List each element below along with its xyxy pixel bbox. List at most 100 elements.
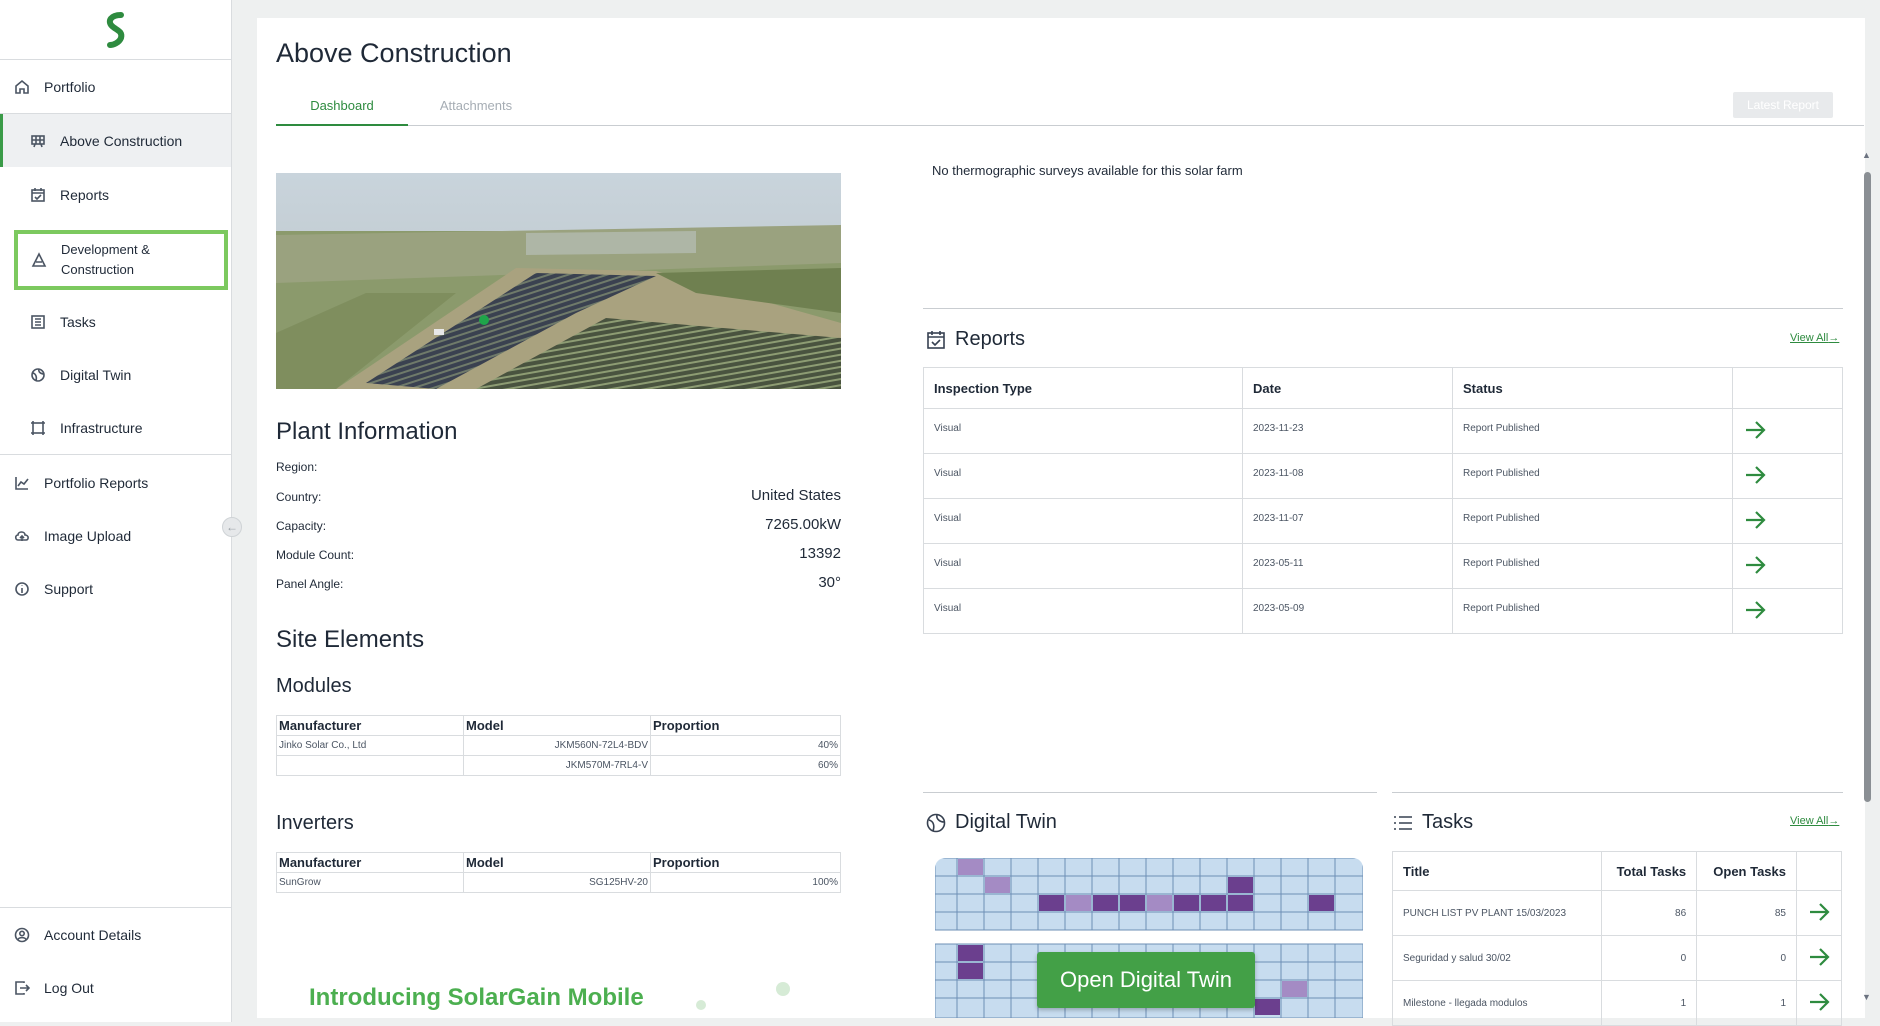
inspection-type-cell: Visual — [923, 408, 1243, 454]
open-report-button[interactable] — [1732, 408, 1843, 454]
sidebar-item-portfolio-reports[interactable]: Portfolio Reports — [0, 468, 231, 498]
grid-panel-icon — [28, 131, 48, 151]
arrow-right-icon — [1746, 555, 1766, 574]
open-tasks-cell: 85 — [1696, 890, 1797, 936]
arrow-right-icon — [1810, 947, 1830, 966]
sidebar-item-reports[interactable]: Reports — [0, 180, 231, 210]
open-task-button[interactable] — [1796, 980, 1842, 1026]
panel-angle-label: Panel Angle: — [276, 577, 344, 591]
table-row[interactable]: Visual 2023-05-09 Report Published — [923, 588, 1843, 634]
sidebar-item-digital-twin[interactable]: Digital Twin — [0, 360, 231, 390]
open-report-button[interactable] — [1732, 498, 1843, 544]
reports-card-title: Reports — [925, 328, 1025, 351]
sidebar-item-label: Development & Construction — [61, 242, 150, 277]
table-row[interactable]: Visual 2023-11-07 Report Published — [923, 498, 1843, 544]
plant-information-heading: Plant Information — [276, 418, 458, 445]
tasks-card-title: Tasks — [1392, 811, 1473, 834]
country-label: Country: — [276, 490, 322, 504]
tab-dashboard[interactable]: Dashboard — [276, 96, 408, 126]
sidebar-item-label: Image Upload — [44, 528, 132, 544]
inspection-type-cell: Visual — [923, 453, 1243, 499]
mobile-promo-title[interactable]: Introducing SolarGain Mobile — [309, 984, 644, 1011]
sidebar-item-account-details[interactable]: Account Details — [0, 920, 231, 950]
digital-twin-card-title: Digital Twin — [925, 811, 1057, 834]
info-icon — [12, 579, 32, 599]
arrow-right-icon — [1746, 465, 1766, 484]
sidebar-item-log-out[interactable]: Log Out — [0, 973, 231, 1003]
list-icon — [1394, 815, 1412, 830]
column-header: Proportion — [650, 715, 841, 736]
sidebar-item-label: Log Out — [44, 980, 94, 996]
tasks-view-all-link[interactable]: View All → — [1790, 815, 1839, 827]
model-cell: JKM560N-72L4-BDV — [463, 735, 651, 756]
table-row: SunGrow SG125HV-20 100% — [276, 872, 841, 893]
tab-attachments[interactable]: Attachments — [439, 98, 513, 113]
manufacturer-cell: Jinko Solar Co., Ltd — [276, 735, 464, 756]
table-row[interactable]: Visual 2023-05-11 Report Published — [923, 543, 1843, 589]
globe-icon — [28, 365, 48, 385]
table-row[interactable]: Milestone - llegada modulos 1 1 — [1391, 980, 1842, 1026]
model-cell: JKM570M-7RL4-V — [463, 755, 651, 776]
open-report-button[interactable] — [1732, 588, 1843, 634]
date-cell: 2023-05-11 — [1242, 543, 1453, 589]
frame-icon — [28, 418, 48, 438]
table-row[interactable]: Visual 2023-11-23 Report Published — [923, 408, 1843, 454]
capacity-value: 7265.00kW — [765, 516, 841, 533]
total-tasks-cell: 0 — [1601, 935, 1698, 981]
table-row[interactable]: Seguridad y salud 30/02 0 0 — [1391, 935, 1842, 981]
no-thermo-surveys-message: No thermographic surveys available for t… — [932, 163, 1243, 178]
scroll-up-icon[interactable]: ▲ — [1862, 150, 1871, 160]
sidebar: Portfolio Above Construction Reports Dev… — [0, 0, 232, 1022]
date-cell: 2023-11-08 — [1242, 453, 1453, 499]
sidebar-item-label: Tasks — [60, 314, 96, 330]
sidebar-item-label: Portfolio — [44, 79, 96, 95]
logo[interactable] — [0, 0, 231, 60]
module-count-label: Module Count: — [276, 548, 355, 562]
open-digital-twin-button[interactable]: Open Digital Twin — [1037, 952, 1255, 1008]
manufacturer-cell: SunGrow — [276, 872, 464, 893]
column-header: Model — [463, 852, 651, 873]
column-header: Date — [1242, 367, 1453, 409]
sidebar-item-development-construction[interactable]: Development & Construction — [14, 230, 228, 290]
column-header: Inspection Type — [923, 367, 1243, 409]
task-title-cell: Milestone - llegada modulos — [1391, 980, 1603, 1026]
sidebar-item-above-construction[interactable]: Above Construction — [0, 114, 231, 167]
open-task-button[interactable] — [1796, 890, 1842, 936]
calendar-check-icon — [927, 330, 945, 349]
open-report-button[interactable] — [1732, 453, 1843, 499]
scroll-down-icon[interactable]: ▼ — [1862, 992, 1871, 1002]
reports-view-all-link[interactable]: View All → — [1790, 332, 1839, 344]
open-task-button[interactable] — [1796, 935, 1842, 981]
column-header: Title — [1391, 851, 1603, 891]
proportion-cell: 40% — [650, 735, 841, 756]
sidebar-item-image-upload[interactable]: Image Upload — [0, 521, 231, 551]
collapse-sidebar-button[interactable]: ← — [222, 517, 242, 537]
open-tasks-cell: 0 — [1696, 935, 1797, 981]
table-row[interactable]: PUNCH LIST PV PLANT 15/03/2023 86 85 — [1391, 890, 1842, 936]
arrow-right-icon — [1746, 420, 1766, 439]
column-header: Total Tasks — [1601, 851, 1698, 891]
inspection-type-cell: Visual — [923, 588, 1243, 634]
region-label: Region: — [276, 460, 318, 474]
inverters-heading: Inverters — [276, 812, 354, 834]
sidebar-item-portfolio[interactable]: Portfolio — [0, 74, 231, 100]
arrow-right-icon: → — [1828, 815, 1840, 827]
modules-heading: Modules — [276, 675, 352, 697]
sidebar-item-infrastructure[interactable]: Infrastructure — [0, 413, 231, 443]
sidebar-item-label: Digital Twin — [60, 367, 132, 383]
table-row[interactable]: Visual 2023-11-08 Report Published — [923, 453, 1843, 499]
logout-icon — [12, 978, 32, 998]
scroll-thumb[interactable] — [1864, 172, 1871, 802]
calendar-check-icon — [28, 185, 48, 205]
plant-info-row: Region: — [276, 450, 841, 474]
module-count-value: 13392 — [799, 545, 841, 562]
sidebar-item-tasks[interactable]: Tasks — [0, 307, 231, 337]
column-header: Model — [463, 715, 651, 736]
divider — [923, 308, 1843, 309]
view-all-label: View All — [1790, 332, 1829, 344]
sidebar-item-support[interactable]: Support — [0, 574, 231, 604]
page-scrollbar[interactable]: ▲ ▼ — [1862, 150, 1872, 1002]
latest-report-button[interactable]: Latest Report — [1733, 92, 1833, 118]
open-report-button[interactable] — [1732, 543, 1843, 589]
model-cell: SG125HV-20 — [463, 872, 651, 893]
